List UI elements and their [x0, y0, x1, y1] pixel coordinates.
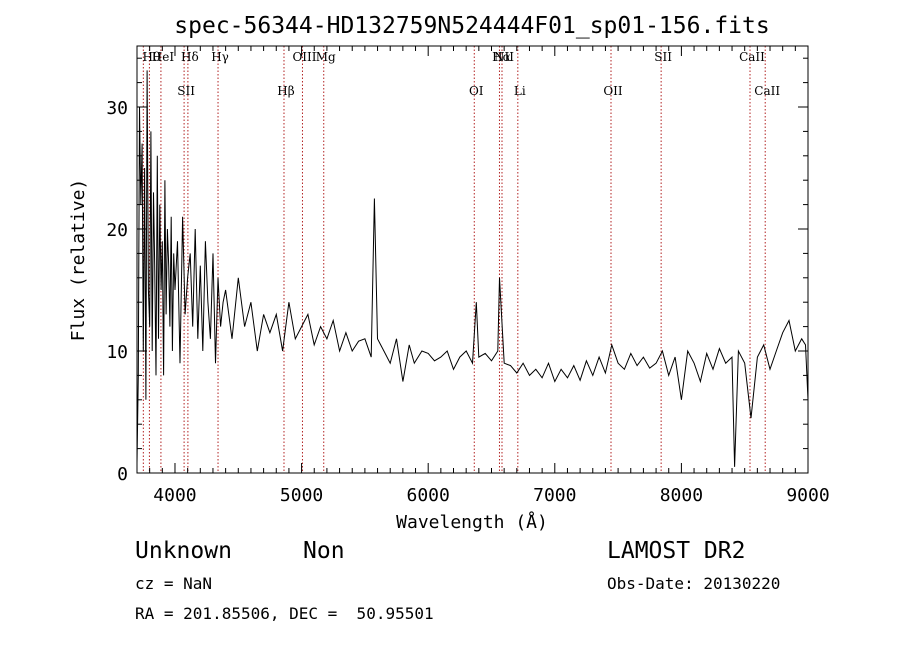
- spectral-line-label: CaII: [754, 84, 780, 98]
- spectral-line-label: Li: [514, 84, 526, 98]
- x-tick-label: 4000: [153, 485, 196, 506]
- redshift-readout: cz = NaN: [135, 574, 213, 593]
- spectral-line-label: Hβ: [277, 84, 294, 98]
- spectral-line-label: SII: [654, 50, 672, 64]
- chart-title: spec-56344-HD132759N524444F01_sp01-156.f…: [174, 13, 769, 39]
- object-subclass: Non: [303, 538, 345, 564]
- spectral-line-markers: [142, 46, 766, 473]
- axis-ticks: 4000 5000 6000 7000 8000 9000 0 10 20 30: [106, 46, 830, 506]
- survey-name: LAMOST DR2: [607, 538, 746, 564]
- spectrum-series-line: [136, 70, 809, 467]
- spectral-line-label: OI: [469, 84, 484, 98]
- x-tick-label: 6000: [407, 485, 450, 506]
- x-tick-label: 8000: [660, 485, 703, 506]
- x-tick-label: 9000: [786, 485, 829, 506]
- spectral-line-label: CaII: [739, 50, 765, 64]
- observation-date: Obs-Date: 20130220: [607, 574, 781, 593]
- y-tick-label: 10: [106, 342, 128, 363]
- x-tick-label: 7000: [533, 485, 576, 506]
- spectral-line-label: HeI: [152, 50, 175, 64]
- y-axis-label: Flux (relative): [68, 179, 89, 342]
- y-tick-label: 0: [117, 464, 128, 485]
- y-tick-label: 30: [106, 98, 128, 119]
- spectral-line-label: Hα: [492, 50, 511, 64]
- spectral-line-label: Hγ: [211, 50, 229, 64]
- spectral-line-label: NII: [494, 50, 514, 64]
- spectral-line-label: Hθ: [143, 50, 161, 64]
- y-tick-label: 20: [106, 220, 128, 241]
- spectral-line-label: SII: [177, 84, 195, 98]
- spectral-line-label: Hδ: [181, 50, 199, 64]
- spectral-line-label: Mg: [316, 50, 336, 64]
- x-axis-label: Wavelength (Å): [396, 511, 548, 533]
- spectral-line-label: OIII: [292, 50, 316, 64]
- coordinates-readout: RA = 201.85506, DEC = 50.95501: [135, 604, 434, 623]
- plot-frame: [136, 45, 809, 474]
- object-class: Unknown: [135, 538, 232, 564]
- x-tick-label: 5000: [280, 485, 323, 506]
- spectral-line-label: OII: [603, 84, 623, 98]
